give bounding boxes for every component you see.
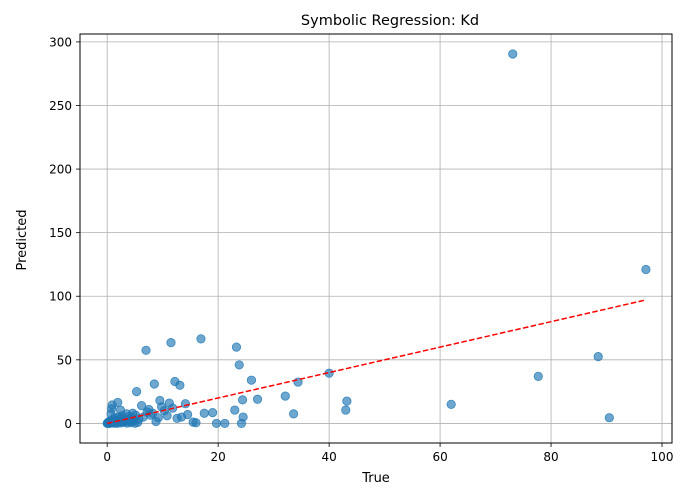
- data-point: [641, 264, 651, 275]
- chart-title: Symbolic Regression: Kd: [301, 13, 479, 29]
- data-point: [446, 399, 456, 409]
- data-point: [280, 391, 290, 401]
- data-point: [113, 397, 123, 408]
- data-point: [604, 413, 614, 423]
- y-axis-label: Predicted: [15, 209, 30, 270]
- data-point: [237, 395, 248, 405]
- data-point: [341, 405, 351, 415]
- data-point: [252, 394, 263, 404]
- x-axis-ticks: 0 20 40 60 80 100: [103, 443, 673, 464]
- data-point: [141, 345, 151, 355]
- grid-lines: [80, 34, 672, 443]
- data-point: [136, 401, 147, 411]
- data-point: [230, 405, 240, 415]
- data-point: [180, 399, 191, 409]
- reference-line: [107, 299, 646, 425]
- data-point: [238, 412, 248, 422]
- data-point: [234, 360, 244, 370]
- y-tick-label: 150: [49, 226, 72, 240]
- data-point: [191, 418, 201, 428]
- data-point: [593, 352, 603, 362]
- data-point: [533, 371, 543, 381]
- data-point: [208, 408, 218, 418]
- y-tick-label: 100: [49, 290, 72, 304]
- x-tick-label: 80: [543, 450, 558, 464]
- data-point: [342, 396, 352, 406]
- data-point: [211, 418, 222, 429]
- data-point: [246, 375, 257, 385]
- data-point: [199, 408, 209, 418]
- data-point: [153, 413, 163, 423]
- x-tick-label: 60: [432, 450, 447, 464]
- data-point: [220, 418, 230, 429]
- data-point: [175, 380, 185, 390]
- y-axis-ticks: 0 50 100 150 200 250 300: [49, 35, 80, 431]
- y-tick-label: 300: [49, 35, 72, 49]
- x-tick-label: 0: [103, 450, 111, 464]
- data-point: [231, 342, 242, 352]
- data-point: [131, 387, 142, 397]
- x-axis-label: True: [361, 471, 390, 486]
- y-tick-label: 50: [57, 353, 72, 367]
- reference-line-group: [107, 299, 646, 425]
- data-point: [149, 379, 159, 389]
- y-tick-label: 250: [49, 99, 72, 113]
- x-tick-label: 40: [321, 450, 336, 464]
- y-tick-label: 200: [49, 163, 72, 177]
- data-point: [183, 409, 193, 420]
- plot-frame: [79, 33, 673, 444]
- data-point: [162, 411, 172, 421]
- x-tick-label: 100: [651, 450, 674, 464]
- x-tick-label: 20: [211, 450, 226, 464]
- data-point: [508, 49, 518, 59]
- y-tick-label: 0: [64, 417, 72, 431]
- data-point: [289, 409, 299, 419]
- data-point: [166, 338, 176, 348]
- data-point: [196, 334, 206, 344]
